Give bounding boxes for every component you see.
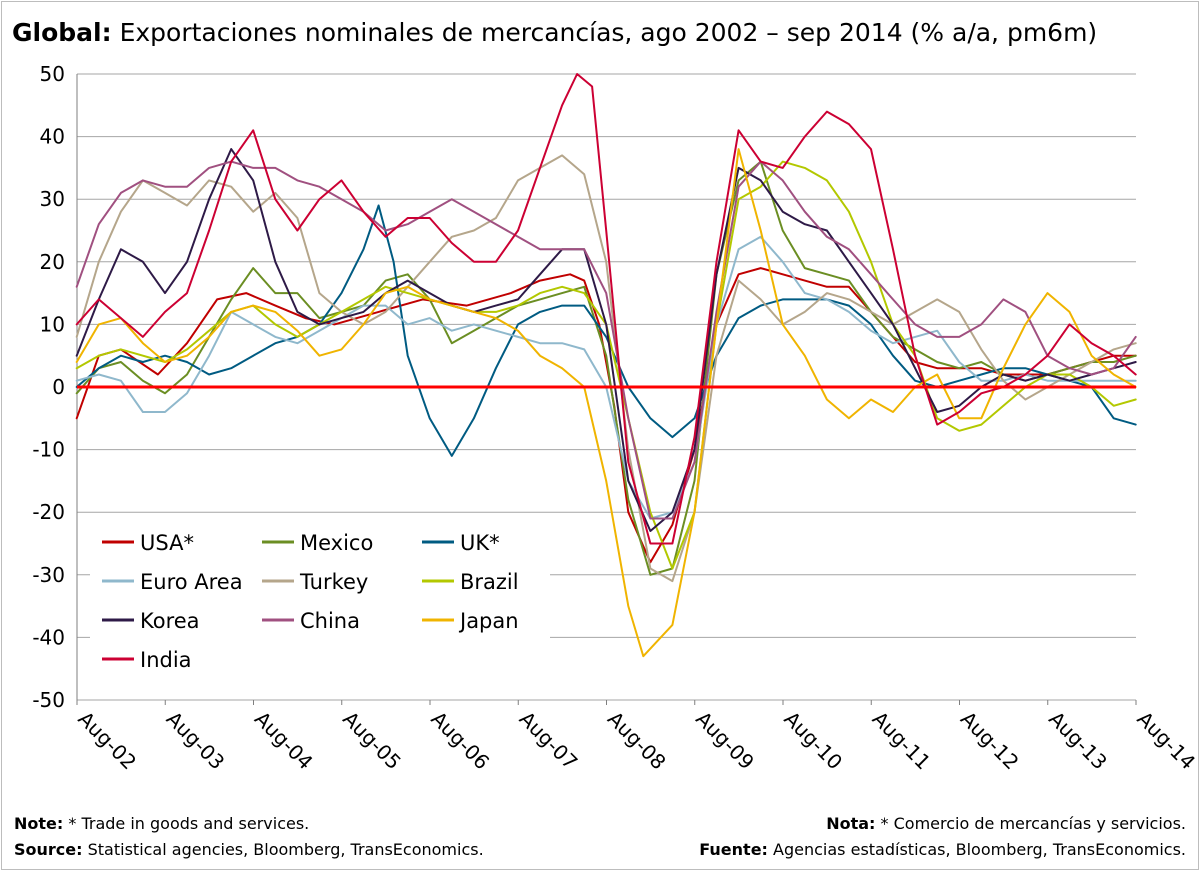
- title-rest: Exportaciones nominales de mercancías, a…: [119, 18, 1098, 47]
- legend-label: Japan: [458, 609, 519, 633]
- y-tick-label: -40: [32, 625, 65, 649]
- legend-label: USA*: [140, 531, 194, 555]
- note-label: Note:: [14, 814, 64, 833]
- source-es: Fuente: Agencias estadísticas, Bloomberg…: [699, 840, 1186, 859]
- source-en: Source: Statistical agencies, Bloomberg,…: [14, 840, 484, 859]
- series-line-brazil: [75, 160, 1137, 570]
- nota-label: Nota:: [826, 814, 876, 833]
- x-tick-label: Aug-12: [956, 707, 1024, 775]
- x-tick-label: Aug-03: [162, 707, 230, 775]
- source-text: Statistical agencies, Bloomberg, TransEc…: [87, 840, 484, 859]
- x-tick-label: Aug-14: [1132, 707, 1200, 775]
- series-line-turkey: [75, 154, 1137, 583]
- legend-label: Mexico: [300, 531, 373, 555]
- series-line-india: [75, 73, 1137, 545]
- x-tick-label: Aug-04: [250, 707, 318, 775]
- x-tick-label: Aug-08: [603, 707, 671, 775]
- x-tick-label: Aug-07: [515, 707, 583, 775]
- series-line-japan: [75, 148, 1137, 658]
- y-tick-label: -20: [32, 500, 65, 524]
- note-en: Note: * Trade in goods and services.: [14, 814, 309, 833]
- x-tick-label: Aug-11: [868, 707, 936, 775]
- legend-label: Euro Area: [140, 570, 243, 594]
- series-line-korea: [75, 148, 1137, 532]
- series-line-usa: [75, 267, 1137, 564]
- series-line-uk: [75, 204, 1137, 457]
- line-chart: -50 -40 -30 -20 -10 0 10 20 30 40 50 Aug-02 Aug-03 Au…: [32, 62, 1200, 775]
- x-tick-label: Aug-10: [779, 707, 847, 775]
- y-tick-label: 50: [40, 62, 65, 86]
- y-tick-label: 10: [40, 312, 65, 336]
- y-tick-label: -10: [32, 438, 65, 462]
- title-bold: Global:: [12, 18, 112, 47]
- x-tick-label: Aug-06: [426, 707, 494, 775]
- nota-text: * Comercio de mercancías y servicios.: [880, 814, 1186, 833]
- y-tick-label: -30: [32, 563, 65, 587]
- series-line-mexico: [75, 160, 1137, 576]
- x-tick-label: Aug-13: [1044, 707, 1112, 775]
- y-tick-label: -50: [32, 688, 65, 712]
- series-line-euro-area: [75, 235, 1137, 520]
- legend-label: UK*: [460, 531, 500, 555]
- legend-label: India: [140, 648, 192, 672]
- source-label: Source:: [14, 840, 83, 859]
- x-tick-label: Aug-05: [338, 707, 406, 775]
- legend-label: Turkey: [299, 570, 368, 594]
- note-es: Nota: * Comercio de mercancías y servici…: [826, 814, 1186, 833]
- legend-label: Korea: [140, 609, 200, 633]
- legend-label: China: [300, 609, 360, 633]
- legend-background: [90, 520, 550, 685]
- y-tick-label: 30: [40, 187, 65, 211]
- x-tick-label: Aug-09: [691, 707, 759, 775]
- chart-title: Global: Exportaciones nominales de merca…: [12, 18, 1097, 47]
- note-text: * Trade in goods and services.: [68, 814, 310, 833]
- x-tick-label: Aug-02: [73, 707, 141, 775]
- fuente-label: Fuente:: [699, 840, 768, 859]
- y-tick-label: 20: [40, 250, 65, 274]
- y-tick-label: 0: [52, 375, 65, 399]
- legend-label: Brazil: [460, 570, 519, 594]
- series-line-china: [75, 160, 1137, 520]
- y-tick-label: 40: [40, 125, 65, 149]
- fuente-text: Agencias estadísticas, Bloomberg, TransE…: [773, 840, 1186, 859]
